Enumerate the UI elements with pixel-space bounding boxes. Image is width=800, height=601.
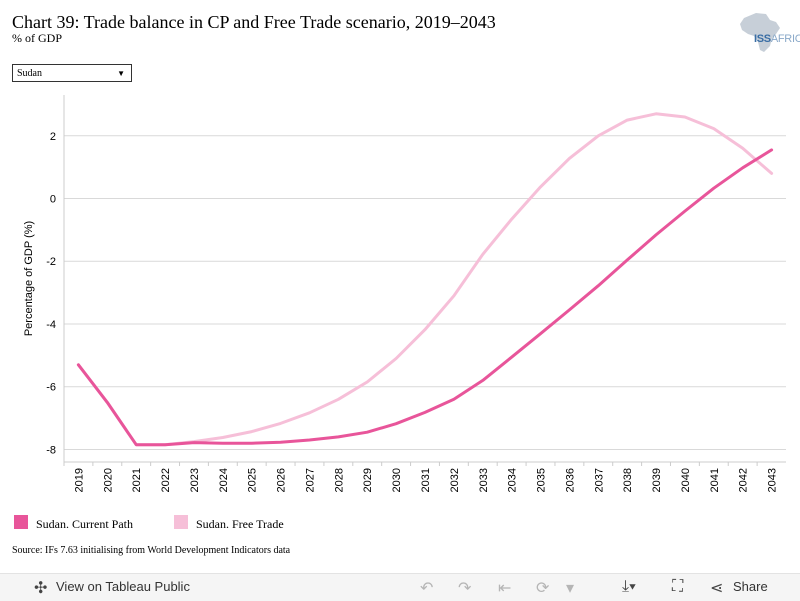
x-tick-label: 2038: [622, 468, 634, 492]
x-tick-label: 2039: [651, 468, 663, 492]
series-line-current-path: [76, 148, 774, 447]
x-tick-label: 2032: [449, 468, 461, 492]
y-tick-label: 0: [50, 194, 56, 206]
x-tick-label: 2037: [593, 468, 605, 492]
legend-label-current-path: Sudan. Current Path: [36, 517, 133, 531]
x-tick-label: 2020: [102, 468, 114, 492]
x-tick-label: 2040: [680, 468, 692, 492]
source-note: Source: IFs 7.63 initialising from World…: [12, 545, 291, 556]
x-tick-label: 2035: [536, 468, 548, 492]
pause-icon[interactable]: ▾: [566, 580, 575, 597]
legend-item-current-path[interactable]: Sudan. Current Path: [14, 515, 164, 533]
x-tick-label: 2028: [333, 468, 345, 492]
logo-wordmark: ISSAFRICA: [754, 33, 800, 45]
fullscreen-icon[interactable]: ⛶: [672, 578, 684, 595]
x-tick-label: 2025: [247, 468, 259, 492]
y-tick-label: -6: [46, 382, 56, 394]
chart-title: Chart 39: Trade balance in CP and Free T…: [12, 12, 496, 32]
tableau-logo-icon: ✣: [34, 580, 48, 597]
revert-icon[interactable]: ⇤: [498, 580, 512, 597]
y-tick-label: -8: [46, 444, 56, 456]
x-tick-label: 2041: [709, 468, 721, 492]
download-icon[interactable]: ⤓▾: [622, 578, 636, 595]
y-tick-label: 2: [50, 131, 56, 143]
x-tick-label: 2027: [304, 468, 316, 492]
x-tick-label: 2024: [218, 468, 230, 492]
x-tick-label: 2030: [391, 468, 403, 492]
series-line-free-trade: [76, 112, 774, 447]
y-tick-label: -4: [46, 319, 56, 331]
x-tick-label: 2036: [564, 468, 576, 492]
tableau-toolbar: ✣ View on Tableau Public ↶ ↷ ⇤ ⟳ ▾ ⤓▾ ⛶ …: [0, 573, 800, 601]
undo-icon[interactable]: ↶: [420, 580, 434, 597]
refresh-icon[interactable]: ⟳: [536, 580, 550, 597]
redo-icon[interactable]: ↷: [458, 580, 472, 597]
legend-swatch-current-path: [14, 515, 28, 529]
x-tick-label: 2019: [73, 468, 85, 492]
x-tick-label: 2033: [478, 468, 490, 492]
x-tick-label: 2029: [362, 468, 374, 492]
legend-swatch-free-trade: [174, 515, 188, 529]
view-on-tableau-link[interactable]: View on Tableau Public: [56, 579, 190, 594]
line-chart: 2 0 -2 -4 -6 -8 2019 2020 2021 2022 2023 2024 2025 20…: [23, 95, 786, 492]
x-tick-label: 2042: [738, 468, 750, 492]
logo-wordmark-suffix: AFRICA: [770, 33, 800, 45]
africa-map-logo-icon: [734, 10, 790, 56]
x-tick-label: 2043: [767, 468, 779, 492]
x-tick-label: 2022: [160, 468, 172, 492]
country-filter-value: Sudan: [17, 68, 42, 79]
y-axis-label: Percentage of GDP (%): [23, 221, 35, 336]
share-button[interactable]: Share: [733, 579, 768, 594]
y-tick-label: -2: [46, 256, 56, 268]
x-tick-label: 2021: [131, 468, 143, 492]
legend-item-free-trade[interactable]: Sudan. Free Trade: [174, 515, 314, 533]
x-tick-label: 2031: [420, 468, 432, 492]
share-icon[interactable]: ⋖: [710, 580, 724, 597]
x-tick-label: 2026: [276, 468, 288, 492]
chart-subtitle: % of GDP: [12, 31, 62, 45]
x-tick-label: 2034: [507, 468, 519, 492]
x-tick-label: 2023: [189, 468, 201, 492]
country-filter-dropdown[interactable]: Sudan ▼: [12, 64, 132, 82]
legend-label-free-trade: Sudan. Free Trade: [196, 517, 284, 531]
chevron-down-icon: ▼: [117, 69, 125, 78]
